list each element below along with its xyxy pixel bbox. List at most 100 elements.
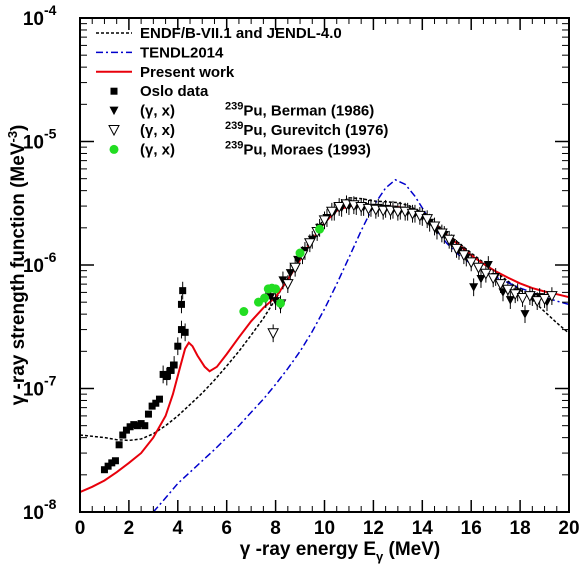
x-tick-label: 10 [314,518,335,539]
oslo-data-point [104,462,112,470]
gurevitch-data-point [428,221,441,233]
y-tick-exponent: -5 [44,126,57,142]
x-tick-label: 2 [124,518,135,539]
berman-data-point [293,255,303,265]
berman-data-point [109,106,119,116]
gurevitch-data-point [546,291,558,303]
oslo-data-point [179,287,187,295]
gurevitch-data-point [465,257,478,269]
y-tick-exponent: -6 [44,249,57,265]
x-tick-label: 12 [363,518,384,539]
berman-data-point [520,310,530,319]
moraes-data-point [315,224,325,234]
legend-label-4: (γ, x) 239Pu, Berman (1986) [140,101,374,120]
oslo-data-point [166,366,174,374]
x-tick-label: 6 [221,518,232,539]
gurevitch-data-point [458,250,470,262]
gurevitch-data-point [450,243,463,255]
oslo-data-point [174,342,182,350]
x-tick-label: 0 [75,518,86,539]
gurevitch-data-point [443,234,456,246]
series-layer [80,178,569,512]
y-tick-label: 10 [23,256,44,277]
gurevitch-data-point [436,228,448,240]
x-tick-label: 16 [461,518,482,539]
gurevitch-data-point [370,204,382,216]
moraes-data-point [295,248,305,258]
series-line-1 [152,178,569,512]
legend-label-3: Oslo data [140,83,209,100]
gurevitch-data-point [487,273,500,285]
x-tick-label: 4 [173,518,184,539]
gurevitch-data-point [362,203,375,215]
oslo-data-point [108,459,116,467]
oslo-data-point [148,402,156,410]
berman-data-point [476,275,486,284]
oslo-data-point [119,431,127,439]
gurevitch-data-point [304,238,316,250]
oslo-data-point [144,410,152,418]
gurevitch-data-point [516,293,529,305]
gurevitch-data-point [531,296,544,308]
berman-data-point [285,269,295,278]
oslo-data-point [111,457,119,465]
berman-data-point [505,296,515,305]
legend-label-1: TENDL2014 [140,44,224,61]
legend-label-6: (γ, x) 239Pu, Moraes (1993) [140,139,371,158]
oslo-data-point [141,422,149,430]
series-line-2 [80,204,569,494]
moraes-data-point [260,293,270,303]
moraes-data-point [271,284,281,294]
oslo-data-point [100,466,108,474]
gurevitch-data-point [538,294,551,306]
gurevitch-data-point [281,279,294,291]
y-tick-exponent: -4 [44,2,57,18]
gurevitch-data-point [421,214,434,226]
oslo-data-point [137,420,145,428]
legend-label-2: Present work [140,64,235,81]
gurevitch-data-point [326,206,338,218]
oslo-data-point [177,300,185,308]
oslo-data-point [130,421,138,429]
berman-data-point [271,297,281,306]
oslo-data-point [159,370,167,378]
oslo-data-point [163,373,171,381]
moraes-data-point [109,144,119,154]
oslo-data-point [133,422,141,430]
berman-data-point [469,283,479,292]
gurevitch-data-point [392,206,404,218]
oslo-data-point [152,399,160,407]
berman-data-point [266,293,276,302]
gurevitch-data-point [289,262,301,274]
gurevitch-data-point [384,205,397,217]
moraes-data-point [239,307,249,317]
y-tick-label: 10 [23,9,44,30]
oslo-data-point [155,395,163,403]
oslo-data-point [170,361,178,369]
gurevitch-data-point [108,125,120,137]
y-tick-exponent: -8 [44,496,57,512]
y-tick-label: 10 [23,380,44,401]
y-tick-label: 10 [23,503,44,524]
gurevitch-data-point [472,262,485,274]
x-tick-label: 18 [510,518,531,539]
x-tick-label: 8 [270,518,281,539]
x-tick-label: 20 [558,518,579,539]
gurevitch-data-point [414,210,426,222]
y-tick-label: 10 [23,133,44,154]
y-axis-title: γ -ray strength function (MeV-3) [5,125,29,406]
gurevitch-data-point [267,328,279,340]
gurevitch-data-point [318,215,331,227]
x-tick-label: 14 [412,518,434,539]
oslo-data-point [110,87,118,95]
oslo-data-point [126,423,134,431]
berman-data-point [483,261,493,270]
y-tick-exponent: -7 [44,373,57,389]
gurevitch-data-point [340,199,353,211]
legend-label-5: (γ, x) 239Pu, Gurevitch (1976) [140,120,388,139]
gurevitch-data-point [377,205,390,217]
gurevitch-data-point [333,201,345,214]
x-axis-title: γ -ray energy Eγ (MeV) [240,539,440,564]
